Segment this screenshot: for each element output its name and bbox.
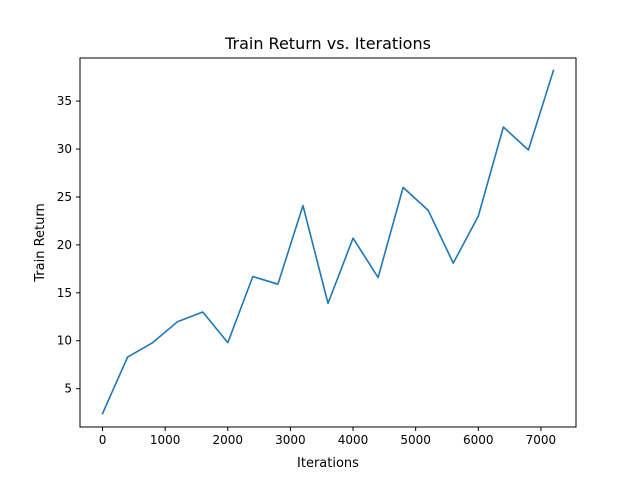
x-tick-label: 3000 [275, 433, 306, 447]
x-axis-label: Iterations [297, 456, 359, 471]
y-tick-label: 5 [64, 382, 72, 396]
x-tick-label: 2000 [213, 433, 244, 447]
x-tick-label: 1000 [150, 433, 181, 447]
plot-area-background [80, 58, 576, 427]
y-tick-label: 15 [57, 286, 72, 300]
y-axis-label: Train Return [33, 203, 48, 282]
y-tick-label: 10 [57, 334, 72, 348]
y-tick-label: 20 [57, 238, 72, 252]
y-tick-label: 35 [57, 94, 72, 108]
x-tick-label: 4000 [338, 433, 369, 447]
y-tick-label: 25 [57, 190, 72, 204]
x-tick-label: 7000 [526, 433, 557, 447]
x-tick-label: 0 [99, 433, 107, 447]
y-tick-label: 30 [57, 142, 72, 156]
chart-title: Train Return vs. Iterations [224, 34, 431, 53]
x-tick-label: 6000 [463, 433, 494, 447]
x-tick-label: 5000 [400, 433, 431, 447]
